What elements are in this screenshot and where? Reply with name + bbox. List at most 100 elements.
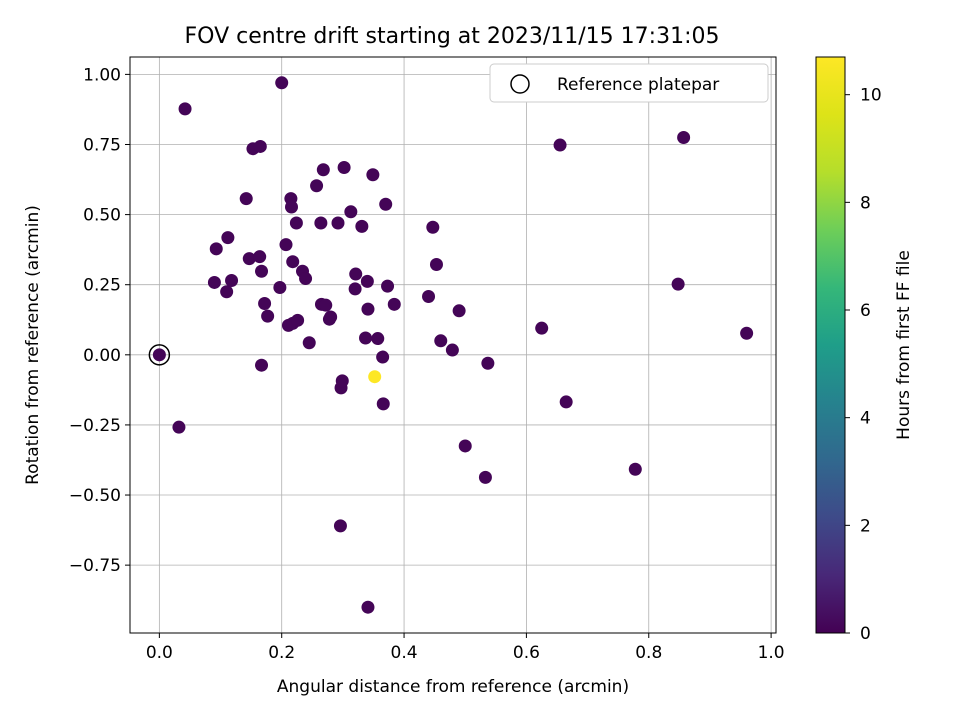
colorbar-tick-label: 6 [860,301,871,321]
colorbar-tick-label: 8 [860,193,871,213]
data-point [299,272,313,286]
data-point [677,130,691,144]
data-point [381,279,395,293]
x-tick-label: 0.8 [635,643,662,663]
data-point [426,220,440,234]
data-point [261,309,275,323]
y-tick-label: 0.75 [83,135,121,155]
data-point [429,258,443,272]
data-point [628,462,642,476]
x-tick-label: 0.0 [146,643,173,663]
colorbar-gradient [815,56,846,634]
data-point [366,168,380,182]
y-tick-label: 0.00 [83,346,121,366]
data-point [481,356,495,370]
data-point [255,264,269,278]
legend-marker-icon [510,74,530,94]
data-point [152,348,166,362]
legend-box [489,63,769,103]
data-point [335,374,349,388]
data-point [379,197,393,211]
data-point [291,313,305,327]
data-point [209,242,223,256]
data-point [553,138,567,152]
data-point [452,304,466,318]
data-point [178,102,192,116]
data-point [225,274,239,288]
data-point [239,192,253,206]
data-point [361,302,375,316]
data-point [371,332,385,346]
reference-point-marker [148,344,171,366]
chart-title: FOV centre drift starting at 2023/11/15 … [185,24,720,49]
data-point [289,216,303,230]
data-point [286,255,300,269]
x-tick-label: 0.2 [268,643,295,663]
y-tick-label: 0.50 [83,206,121,226]
data-point [207,275,221,289]
data-point [258,296,272,310]
y-tick-label: 0.25 [83,276,121,296]
colorbar-label: Hours from first FF file [894,250,914,440]
colorbar-ticks: 0 2 4 6 8 10 [845,86,882,644]
y-tick-label: −0.75 [69,556,121,576]
data-point [445,343,459,357]
reference-marker [148,344,171,366]
data-point [478,470,492,484]
colorbar-tick-label: 2 [860,516,871,536]
data-point [255,358,269,372]
data-point [361,600,375,614]
data-point [368,370,382,384]
legend-label: Reference platepar [557,75,719,95]
data-point [344,205,358,219]
data-point [535,321,549,335]
y-tick-label: 1.00 [83,65,121,85]
data-point [324,310,338,324]
data-points [152,76,754,614]
x-tick-label: 1.0 [758,643,785,663]
data-point [310,179,324,193]
colorbar-tick-label: 0 [860,624,871,644]
x-tick-label: 0.6 [513,643,540,663]
data-point [355,219,369,233]
y-axis-ticks: −0.75 −0.50 −0.25 0.00 0.25 0.50 0.75 1.00 [69,65,130,576]
data-point [221,231,235,245]
data-point [253,250,267,264]
data-point [376,397,390,411]
data-point [376,350,390,364]
y-axis-label: Rotation from reference (arcmin) [23,205,43,485]
data-point [273,281,287,295]
colorbar-tick-label: 4 [860,409,871,429]
y-tick-label: −0.25 [69,416,121,436]
data-point [319,298,333,312]
x-axis-ticks: 0.0 0.2 0.4 0.6 0.8 1.0 [146,633,785,663]
data-point [559,395,573,409]
data-point [359,331,373,345]
data-point [458,439,472,453]
colorbar: 0 2 4 6 8 10 Hours from first FF file [815,56,914,644]
data-point [302,336,316,350]
plot-frame [129,56,777,634]
data-point [253,139,267,153]
data-point [360,274,374,288]
data-point [242,252,256,266]
x-axis-label: Angular distance from reference (arcmin) [277,677,629,697]
x-tick-label: 0.4 [391,643,418,663]
data-point [671,277,685,291]
data-point [422,289,436,303]
data-point [333,519,347,533]
data-point [348,282,362,296]
data-point [331,216,345,230]
data-point [337,160,351,174]
colorbar-tick-label: 10 [860,86,882,106]
data-point [316,163,330,177]
data-point [387,297,401,311]
y-tick-label: −0.50 [69,486,121,506]
data-point [285,200,298,214]
data-point [349,267,363,281]
data-point [172,420,186,434]
legend: Reference platepar [489,63,769,103]
data-point [279,238,293,252]
data-point [314,216,328,230]
